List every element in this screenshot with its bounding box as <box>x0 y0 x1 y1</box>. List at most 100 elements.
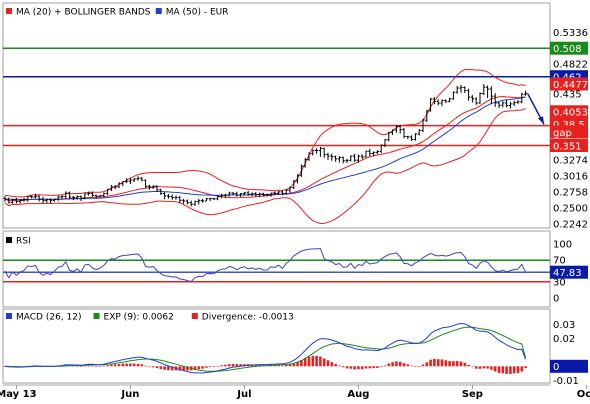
divergence-bar <box>440 359 444 367</box>
indicator-label-3-text: 0.38 5 <box>553 120 585 131</box>
divergence-bar <box>395 361 398 367</box>
divergence-bar <box>326 360 330 367</box>
ohlc-bar <box>284 189 288 195</box>
ohlc-bar <box>505 100 509 108</box>
ohlc-bar <box>353 153 357 162</box>
ohlc-bar <box>68 191 72 200</box>
ohlc-bar <box>330 153 334 161</box>
rsi-last-value-text: 47.83 <box>553 268 582 279</box>
divergence-bar <box>459 361 463 367</box>
indicator-label-0-text: 0.4477 <box>553 80 588 91</box>
ohlc-bar <box>178 196 182 204</box>
ohlc-bar <box>223 193 227 198</box>
ohlc-bar <box>383 139 387 148</box>
divergence-bar <box>520 366 524 372</box>
ohlc-bar <box>524 90 528 96</box>
ohlc-bar <box>102 192 106 198</box>
divergence-bar <box>383 365 387 367</box>
ohlc-bar <box>448 97 452 103</box>
rsi-legend: RSI <box>6 237 31 247</box>
ohlc-bar <box>49 198 53 204</box>
divergence-bar <box>159 366 163 369</box>
ohlc-bar <box>75 195 79 200</box>
ohlc-bar <box>11 198 15 204</box>
ohlc-bar <box>421 118 425 133</box>
ohlc-bar <box>258 192 262 197</box>
macd-panel-frame <box>2 308 551 384</box>
divergence-bar <box>357 366 360 370</box>
ohlc-bar <box>33 193 37 199</box>
ohlc-bar <box>125 178 129 184</box>
divergence-bar <box>284 365 288 367</box>
ohlc-bar <box>64 191 68 199</box>
divergence-bar <box>303 358 307 367</box>
ohlc-bar <box>41 196 45 204</box>
y-tick-label: 0.5336 <box>553 28 588 39</box>
y-tick-label: 0.2500 <box>553 204 588 215</box>
macd-legend: MACD (26, 12) EXP (9): 0.0062 Divergence: … <box>6 313 294 323</box>
ohlc-bar <box>334 155 338 162</box>
divergence-bar <box>379 366 383 367</box>
ohlc-bar <box>94 194 98 199</box>
divergence-bar <box>273 365 277 367</box>
divergence-bar <box>113 364 117 367</box>
ohlc-bar <box>463 86 467 94</box>
macd-last-value-text: 0 <box>553 362 559 373</box>
ohlc-bar <box>163 192 167 200</box>
divergence-bar <box>353 366 356 370</box>
ohlc-bar <box>216 195 220 201</box>
ohlc-bar <box>140 176 144 182</box>
legend-label: RSI <box>16 237 31 247</box>
divergence-bar <box>505 366 508 374</box>
ohlc-bar <box>7 197 11 204</box>
price-line-ma-50- <box>5 96 526 200</box>
ohlc-bar <box>254 192 258 197</box>
x-tick-label: Sep <box>462 389 483 400</box>
divergence-bar <box>91 365 94 367</box>
divergence-bar <box>254 364 258 367</box>
divergence-bar <box>75 365 79 367</box>
divergence-bar <box>433 358 436 367</box>
legend-label: MA (50) - EUR <box>166 8 229 18</box>
legend-swatch <box>191 313 198 319</box>
rsi-y-tick-label: 70 <box>553 256 566 267</box>
macd-signal-line <box>4 326 527 372</box>
ohlc-bar <box>26 196 30 202</box>
ohlc-bar <box>235 191 239 197</box>
divergence-bar <box>338 365 341 367</box>
y-tick-label: 0.3274 <box>553 156 588 167</box>
level-label-3-text: 0.351 <box>553 141 582 152</box>
ohlc-bar <box>189 200 193 207</box>
divergence-bar <box>319 356 322 367</box>
price-line-bb-upper <box>4 69 526 198</box>
divergence-bar <box>288 364 292 367</box>
ohlc-bar <box>132 178 136 183</box>
ohlc-bar <box>136 176 140 181</box>
ohlc-bar <box>250 192 254 197</box>
indicator-label-0-box <box>550 77 588 91</box>
divergence-bar <box>155 366 159 369</box>
ohlc-bar <box>201 198 205 203</box>
divergence-bar <box>490 366 493 370</box>
y-tick-label: 0.2242 <box>553 220 588 231</box>
ohlc-bar <box>121 181 125 186</box>
legend-label: Divergence: -0.0013 <box>202 313 294 323</box>
divergence-bar <box>410 365 413 367</box>
ohlc-bar <box>182 198 186 204</box>
ohlc-bar <box>220 193 224 199</box>
ohlc-bar <box>296 174 300 184</box>
divergence-bar <box>482 366 486 369</box>
divergence-bar <box>140 364 144 367</box>
level-label-0-box <box>550 41 588 55</box>
divergence-bar <box>239 364 242 367</box>
ohlc-bar <box>45 198 49 203</box>
divergence-bar <box>372 366 375 369</box>
ohlc-bar <box>273 191 277 196</box>
legend-swatch <box>6 313 12 319</box>
divergence-bar <box>117 364 121 367</box>
price-line-ma-20- <box>4 96 526 202</box>
ohlc-bar <box>170 194 174 200</box>
indicator-label-4-text: gap <box>553 128 572 139</box>
ohlc-bar <box>364 150 368 158</box>
x-tick-label: Jun <box>120 389 139 400</box>
